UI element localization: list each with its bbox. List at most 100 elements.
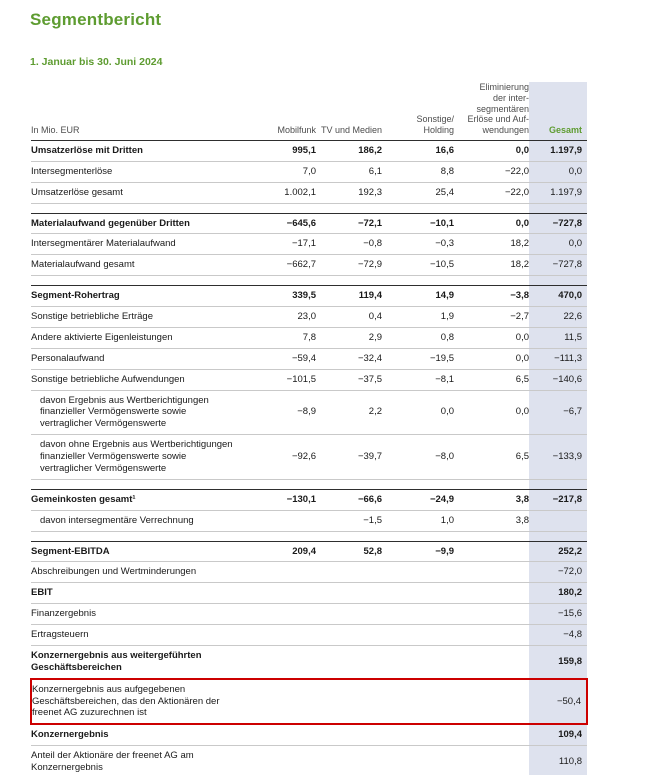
- table-row: Ertragsteuern −4,8: [31, 624, 587, 646]
- table-row: Sonstige betriebliche Erträge 23,0 0,4 1,9−…: [31, 306, 587, 328]
- spacer-row: [31, 530, 587, 542]
- table-row: Gemeinkosten gesamt¹ −130,1 −66,6 −24,9 3,8−…: [31, 488, 587, 511]
- cell-gesamt: 110,8: [529, 745, 587, 775]
- cell-tv-medien: −0,8: [316, 233, 382, 255]
- cell-mobilfunk: [244, 603, 316, 625]
- cell-eliminierung: 6,5: [454, 368, 529, 391]
- cell-sonstige-holding: −9,9: [382, 540, 454, 562]
- row-label: Umsatzerlöse gesamt: [31, 181, 244, 204]
- cell-sonstige-holding: 25,4: [382, 181, 454, 204]
- cell-sonstige-holding: −19,5: [382, 347, 454, 370]
- cell-tv-medien: 52,8: [316, 540, 382, 562]
- cell-mobilfunk: [244, 723, 316, 746]
- cell-mobilfunk: [244, 677, 316, 726]
- table-row: Intersegmentärer Materialaufwand −17,1 −0,…: [31, 233, 587, 255]
- cell-mobilfunk: −101,5: [244, 368, 316, 391]
- cell-mobilfunk: −8,9: [244, 389, 316, 435]
- cell-eliminierung: [454, 540, 529, 562]
- cell-gesamt: 0,0: [529, 233, 587, 255]
- cell-sonstige-holding: [382, 603, 454, 625]
- cell-sonstige-holding: 16,6: [382, 139, 454, 162]
- row-label: Personalaufwand: [31, 347, 244, 370]
- cell-tv-medien: 186,2: [316, 139, 382, 162]
- row-label: Materialaufwand gegenüber Dritten: [31, 212, 244, 234]
- cell-gesamt: −140,6: [529, 368, 587, 391]
- spacer-cell-gesamt: [529, 530, 587, 542]
- table-row: EBIT 180,2: [31, 582, 587, 604]
- cell-tv-medien: [316, 561, 382, 583]
- cell-eliminierung: 18,2: [454, 233, 529, 255]
- row-label: Intersegmenterlöse: [31, 160, 244, 183]
- table-row: davon ohne Ergebnis aus Wertberichtigung…: [31, 434, 587, 480]
- cell-gesamt: −133,9: [529, 434, 587, 480]
- cell-tv-medien: −72,1: [316, 212, 382, 234]
- cell-gesamt: 11,5: [529, 326, 587, 349]
- cell-sonstige-holding: [382, 624, 454, 646]
- spacer-row: [31, 478, 587, 490]
- table-row: Intersegmenterlöse 7,0 6,1 8,8 −22,0 0,0: [31, 160, 587, 183]
- row-label: Abschreibungen und Wertminderungen: [31, 561, 244, 583]
- cell-sonstige-holding: −10,5: [382, 254, 454, 276]
- cell-mobilfunk: 209,4: [244, 540, 316, 562]
- cell-gesamt: [529, 509, 587, 532]
- cell-tv-medien: −32,4: [316, 347, 382, 370]
- spacer-row: [31, 275, 587, 286]
- cell-sonstige-holding: 14,9: [382, 285, 454, 307]
- row-label: EBIT: [31, 582, 244, 604]
- column-header-tv-medien: TV und Medien: [320, 125, 382, 136]
- cell-mobilfunk: 7,0: [244, 160, 316, 183]
- table-row: Umsatzerlöse gesamt 1.002,1 192,3 25,4 −22,0…: [31, 181, 587, 204]
- cell-tv-medien: [316, 644, 382, 679]
- cell-mobilfunk: −130,1: [244, 488, 316, 511]
- row-label: Segment-EBITDA: [31, 540, 244, 562]
- table-row: davon intersegmentäre Verrechnung −1,5 1,0…: [31, 509, 587, 532]
- row-label: Konzernergebnis: [31, 723, 244, 746]
- cell-eliminierung: 0,0: [454, 389, 529, 435]
- cell-eliminierung: 3,8: [454, 488, 529, 511]
- cell-sonstige-holding: [382, 644, 454, 679]
- cell-gesamt: 0,0: [529, 160, 587, 183]
- cell-eliminierung: 3,8: [454, 509, 529, 532]
- table-row: davon Ergebnis aus Wertberichtigungen fi…: [31, 389, 587, 435]
- column-header-mobilfunk: Mobilfunk: [277, 125, 316, 136]
- segment-table-body: Umsatzerlöse mit Dritten 995,1 186,2 16,6 0,…: [30, 139, 588, 775]
- cell-gesamt: −727,8: [529, 212, 587, 234]
- cell-tv-medien: −1,5: [316, 509, 382, 532]
- cell-sonstige-holding: 1,9: [382, 306, 454, 328]
- table-row: Materialaufwand gesamt −662,7 −72,9 −10,5 18…: [31, 254, 587, 276]
- table-row: Konzernergebnis 109,4: [31, 723, 587, 746]
- spacer-cell: [31, 275, 529, 286]
- cell-eliminierung: [454, 624, 529, 646]
- page-title: Segmentbericht: [30, 10, 162, 29]
- cell-eliminierung: −22,0: [454, 160, 529, 183]
- table-row: Sonstige betriebliche Aufwendungen −101,5…: [31, 368, 587, 391]
- row-label: Segment-Rohertrag: [31, 285, 244, 307]
- row-label: Konzernergebnis aus weitergeführten Gesc…: [31, 644, 244, 679]
- cell-sonstige-holding: 0,0: [382, 389, 454, 435]
- cell-tv-medien: 6,1: [316, 160, 382, 183]
- cell-gesamt: −217,8: [529, 488, 587, 511]
- cell-mobilfunk: −17,1: [244, 233, 316, 255]
- cell-eliminierung: 0,0: [454, 326, 529, 349]
- cell-tv-medien: [316, 603, 382, 625]
- segment-table: In Mio. EUR Mobilfunk TV und Medien Sons…: [30, 82, 588, 775]
- cell-eliminierung: [454, 677, 529, 726]
- cell-gesamt: 1.197,9: [529, 181, 587, 204]
- row-label: Anteil der Aktionäre der freenet AG am K…: [31, 745, 244, 775]
- report-period: 1. Januar bis 30. Juni 2024: [30, 56, 163, 68]
- row-label: davon intersegmentäre Verrechnung: [31, 509, 244, 532]
- cell-gesamt: −111,3: [529, 347, 587, 370]
- cell-tv-medien: [316, 745, 382, 775]
- cell-gesamt: 470,0: [529, 285, 587, 307]
- cell-sonstige-holding: [382, 723, 454, 746]
- cell-eliminierung: 6,5: [454, 434, 529, 480]
- cell-mobilfunk: 339,5: [244, 285, 316, 307]
- row-label: Intersegmentärer Materialaufwand: [31, 233, 244, 255]
- row-label: davon Ergebnis aus Wertberichtigungen fi…: [31, 389, 244, 435]
- table-header-row: In Mio. EUR Mobilfunk TV und Medien Sons…: [31, 82, 587, 141]
- cell-sonstige-holding: −10,1: [382, 212, 454, 234]
- cell-gesamt: 180,2: [529, 582, 587, 604]
- cell-tv-medien: 119,4: [316, 285, 382, 307]
- cell-eliminierung: −2,7: [454, 306, 529, 328]
- cell-tv-medien: [316, 723, 382, 746]
